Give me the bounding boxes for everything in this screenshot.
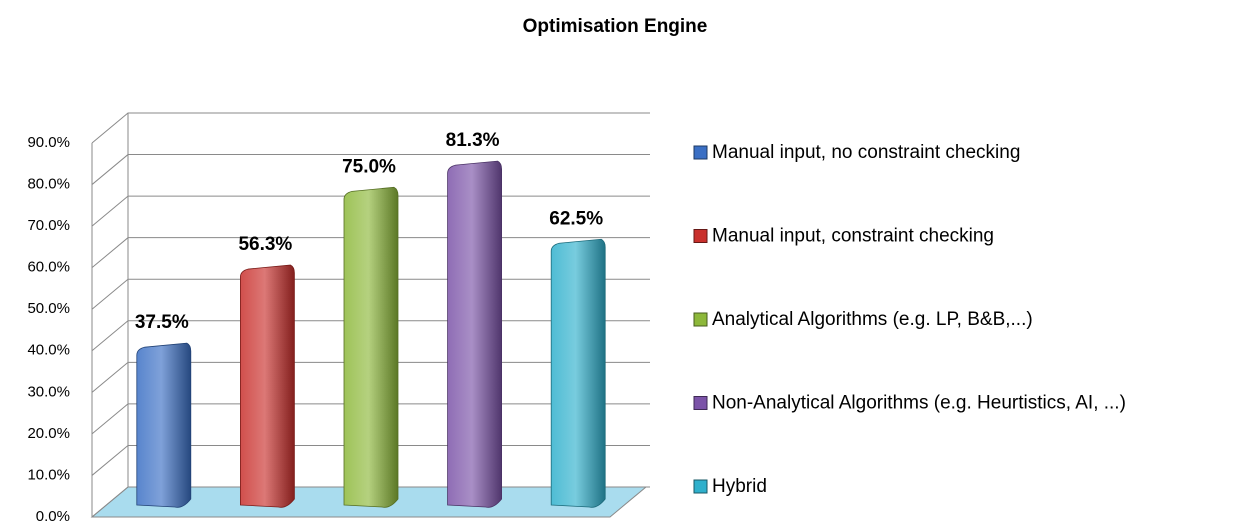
value-label: 81.3% <box>446 130 500 151</box>
bar <box>240 264 295 508</box>
chart-title: Optimisation Engine <box>523 16 708 37</box>
legend-swatch <box>693 145 708 160</box>
y-tick-label: 30.0% <box>27 383 70 400</box>
y-tick-label: 10.0% <box>27 466 70 483</box>
legend-swatch <box>693 229 708 243</box>
y-tick-label: 0.0% <box>36 508 70 525</box>
legend-label: Hybrid <box>712 476 767 497</box>
bar <box>343 186 399 508</box>
value-label: 62.5% <box>549 208 603 229</box>
bar <box>136 342 192 508</box>
value-label: 56.3% <box>238 234 292 255</box>
legend-label: Manual input, no constraint checking <box>712 142 1020 163</box>
y-tick-label: 40.0% <box>27 342 70 359</box>
y-tick-label: 20.0% <box>27 425 70 442</box>
legend-swatch <box>693 312 708 327</box>
y-tick-label: 80.0% <box>27 176 70 193</box>
legend-label: Manual input, constraint checking <box>712 226 994 247</box>
grid-line <box>91 112 650 144</box>
bar <box>550 238 606 508</box>
legend-label: Non-Analytical Algorithms (e.g. Heurtist… <box>712 393 1126 414</box>
legend-label: Analytical Algorithms (e.g. LP, B&B,...) <box>712 309 1033 330</box>
legend-swatch <box>693 396 708 410</box>
y-tick-label: 60.0% <box>27 259 70 276</box>
y-tick-label: 50.0% <box>27 300 70 317</box>
value-label: 37.5% <box>135 312 189 333</box>
y-tick-label: 90.0% <box>27 134 70 151</box>
y-tick-label: 70.0% <box>27 217 70 234</box>
bar <box>447 160 502 508</box>
value-label: 75.0% <box>342 156 396 177</box>
legend-swatch <box>693 479 708 494</box>
grid-line <box>91 154 650 185</box>
